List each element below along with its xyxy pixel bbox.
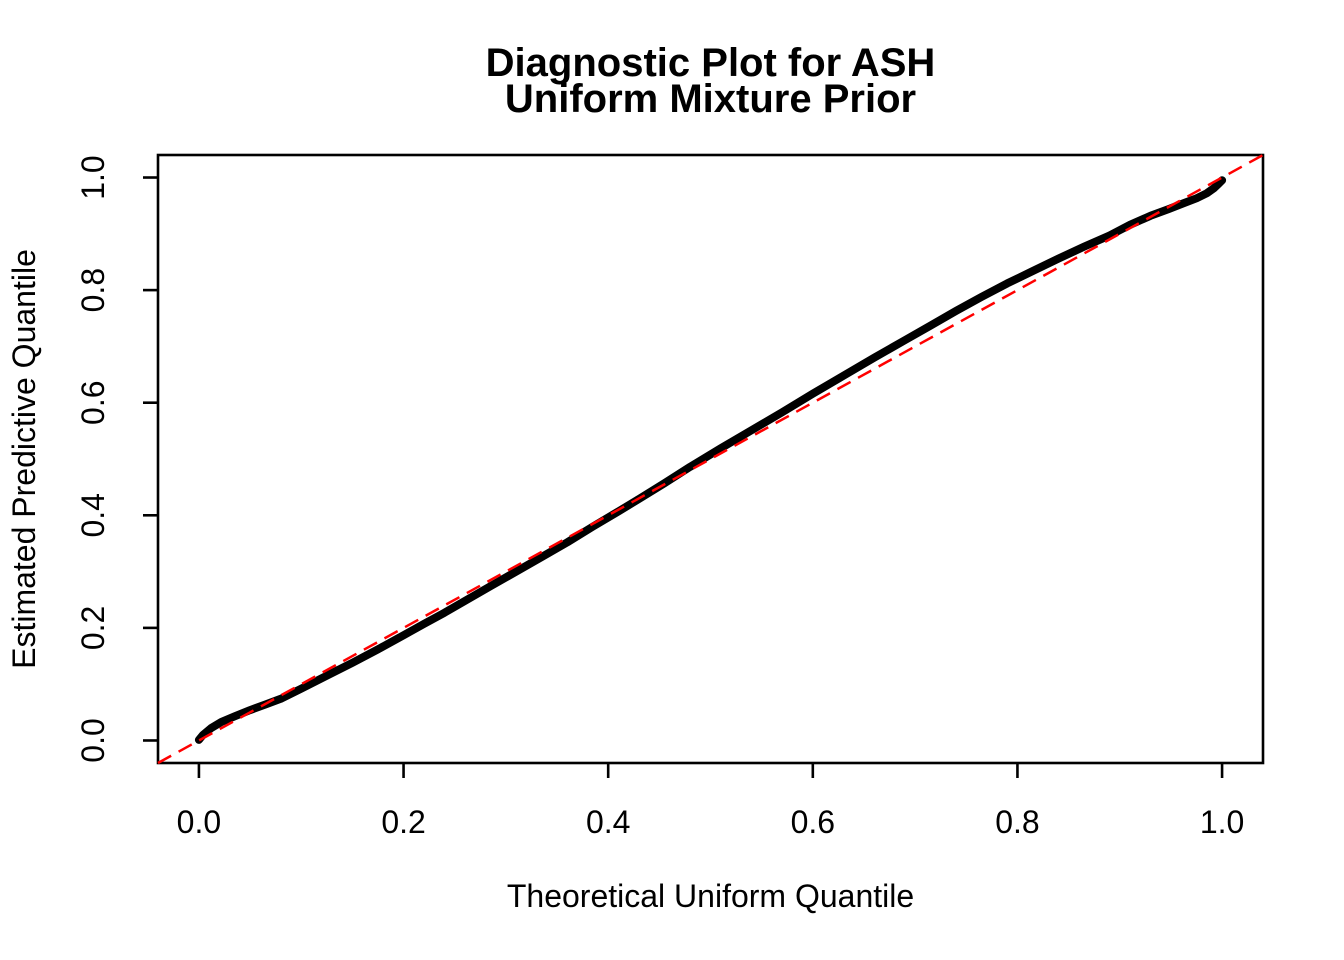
- chart-title-line2: Uniform Mixture Prior: [504, 77, 917, 121]
- y-tick-label: 0.8: [75, 268, 111, 312]
- qq-curve: [194, 176, 1227, 744]
- y-tick-label: 0.2: [75, 606, 111, 650]
- y-tick-label: 0.0: [75, 718, 111, 762]
- chart-title: Diagnostic Plot for ASH Uniform Mixture …: [158, 41, 1263, 121]
- x-axis-title: Theoretical Uniform Quantile: [506, 878, 915, 914]
- chart-title-line1: Diagnostic Plot for ASH: [485, 41, 936, 85]
- x-tick-label: 0.2: [381, 804, 425, 840]
- x-tick-label: 0.0: [177, 804, 221, 840]
- y-tick-label: 0.4: [75, 493, 111, 537]
- x-tick-label: 0.4: [586, 804, 630, 840]
- x-tick-label: 1.0: [1200, 804, 1244, 840]
- x-tick-label: 0.6: [791, 804, 835, 840]
- plot-box: [156, 153, 1265, 765]
- x-tick-label: 0.8: [995, 804, 1039, 840]
- y-tick-label: 0.6: [75, 380, 111, 424]
- y-axis-title: Estimated Predictive Quantile: [6, 249, 42, 669]
- y-tick-label: 1.0: [75, 155, 111, 199]
